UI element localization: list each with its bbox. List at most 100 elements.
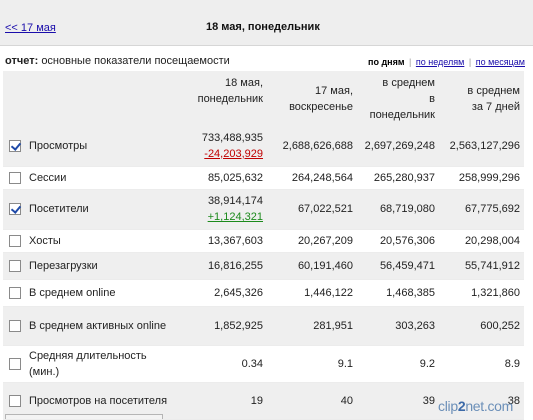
header-line: в среднем [467, 85, 520, 97]
value-today: 38,914,174 +1,124,321 [177, 189, 267, 230]
value-yesterday: 67,022,521 [267, 189, 357, 230]
header-line: понедельник [369, 109, 435, 121]
table-row: Сессии 85,025,632 264,248,564 265,280,93… [3, 166, 524, 190]
value-today: 733,488,935 -24,203,929 [177, 126, 267, 167]
metric-checkbox[interactable] [9, 171, 21, 184]
value-yesterday: 20,267,209 [267, 229, 357, 253]
value-avg-monday: 39 [357, 382, 439, 420]
metric-checkbox[interactable] [9, 286, 21, 299]
metric-name: Просмотры [27, 126, 177, 167]
metric-checkbox[interactable] [9, 234, 21, 247]
value-avg-7days: 55,741,912 [439, 252, 524, 280]
report-prefix: отчет: [5, 55, 39, 67]
top-bar: << 17 мая 18 мая, понедельник [0, 0, 533, 46]
value-avg-7days: 258,999,296 [439, 166, 524, 190]
value-yesterday: 2,688,626,688 [267, 126, 357, 167]
metric-checkbox[interactable] [9, 259, 21, 272]
prev-day-link[interactable]: << 17 мая [5, 22, 56, 34]
value-avg-7days: 1,321,860 [439, 279, 524, 307]
header-line: понедельник [197, 93, 263, 105]
watermark-part: net.com [465, 398, 514, 414]
metric-checkbox[interactable] [9, 394, 21, 407]
table-row: Просмотры 733,488,935 -24,203,929 2,688,… [3, 126, 524, 167]
header-line: 17 мая, [315, 85, 353, 97]
value-avg-7days: 2,563,127,296 [439, 126, 524, 167]
value-today: 19 [177, 382, 267, 420]
value-yesterday: 60,191,460 [267, 252, 357, 280]
period-months-link[interactable]: по месяцам [475, 57, 525, 67]
value-avg-7days: 20,298,004 [439, 229, 524, 253]
value-today: 1,852,925 [177, 306, 267, 346]
report-title: отчет: основные показатели посещаемости [5, 55, 230, 67]
metric-name: Средняя длительность (мин.) [27, 345, 177, 383]
row-checkbox-cell [3, 306, 27, 346]
value-avg-monday: 265,280,937 [357, 166, 439, 190]
metric-checkbox[interactable] [9, 319, 21, 332]
value-diff[interactable]: -24,203,929 [204, 147, 263, 160]
period-weeks-link[interactable]: по неделям [415, 57, 465, 67]
header-checkbox-col [3, 71, 27, 126]
table-row: В среднем активных online 1,852,925 281,… [3, 306, 524, 346]
row-checkbox-cell [3, 166, 27, 190]
value-main: 733,488,935 [201, 131, 263, 144]
value-avg-monday: 9.2 [357, 345, 439, 383]
value-avg-monday: 1,468,385 [357, 279, 439, 307]
value-avg-monday: 2,697,269,248 [357, 126, 439, 167]
metric-name: В среднем активных online [27, 306, 177, 346]
value-avg-monday: 303,263 [357, 306, 439, 346]
table-row: Перезагрузки 16,816,255 60,191,460 56,45… [3, 252, 524, 280]
metric-checkbox[interactable] [9, 203, 21, 216]
value-avg-7days: 8.9 [439, 345, 524, 383]
row-checkbox-cell [3, 345, 27, 383]
row-checkbox-cell [3, 229, 27, 253]
header-line: в [429, 93, 435, 105]
row-checkbox-cell [3, 252, 27, 280]
report-name: основные показатели посещаемости [41, 55, 230, 67]
header-line: в среднем [382, 77, 435, 89]
header-col-avg-monday: в среднем в понедельник [357, 71, 439, 126]
period-days: по дням [368, 57, 405, 67]
metric-name: Посетители [27, 189, 177, 230]
table-row: В среднем online 2,645,326 1,446,122 1,4… [3, 279, 524, 307]
row-checkbox-cell [3, 189, 27, 230]
period-separator: | [468, 57, 472, 67]
value-yesterday: 281,951 [267, 306, 357, 346]
header-metric-col [27, 71, 177, 126]
horizontal-scrollbar[interactable] [5, 414, 163, 419]
value-today: 0.34 [177, 345, 267, 383]
value-today: 85,025,632 [177, 166, 267, 190]
row-checkbox-cell [3, 382, 27, 420]
watermark-part: clip [438, 398, 458, 414]
value-avg-monday: 56,459,471 [357, 252, 439, 280]
value-yesterday: 264,248,564 [267, 166, 357, 190]
table-row: Посетители 38,914,174 +1,124,321 67,022,… [3, 189, 524, 230]
metric-name: Сессии [27, 166, 177, 190]
metric-checkbox[interactable] [9, 139, 21, 152]
metric-checkbox[interactable] [9, 357, 21, 370]
header-line: 18 мая, [225, 77, 263, 89]
metric-name: Перезагрузки [27, 252, 177, 280]
value-yesterday: 1,446,122 [267, 279, 357, 307]
row-checkbox-cell [3, 126, 27, 167]
table-row: Хосты 13,367,603 20,267,209 20,576,306 2… [3, 229, 524, 253]
header-col-yesterday: 17 мая, воскресенье [267, 71, 357, 126]
metric-name: Хосты [27, 229, 177, 253]
header-col-today: 18 мая, понедельник [177, 71, 267, 126]
current-date-title: 18 мая, понедельник [206, 21, 320, 33]
header-col-avg-7days: в среднем за 7 дней [439, 71, 524, 126]
value-today: 13,367,603 [177, 229, 267, 253]
period-separator: | [409, 57, 412, 67]
header-line: воскресенье [289, 101, 353, 113]
stats-table: 18 мая, понедельник 17 мая, воскресенье … [3, 71, 524, 420]
value-diff[interactable]: +1,124,321 [207, 211, 263, 223]
table-row: Средняя длительность (мин.) 0.34 9.1 9.2… [3, 345, 524, 383]
row-checkbox-cell [3, 279, 27, 307]
value-yesterday: 9.1 [267, 345, 357, 383]
header-line: за 7 дней [471, 101, 520, 113]
value-avg-monday: 20,576,306 [357, 229, 439, 253]
metric-name: В среднем online [27, 279, 177, 307]
value-avg-monday: 68,719,080 [357, 189, 439, 230]
value-yesterday: 40 [267, 382, 357, 420]
value-today: 2,645,326 [177, 279, 267, 307]
value-avg-7days: 600,252 [439, 306, 524, 346]
